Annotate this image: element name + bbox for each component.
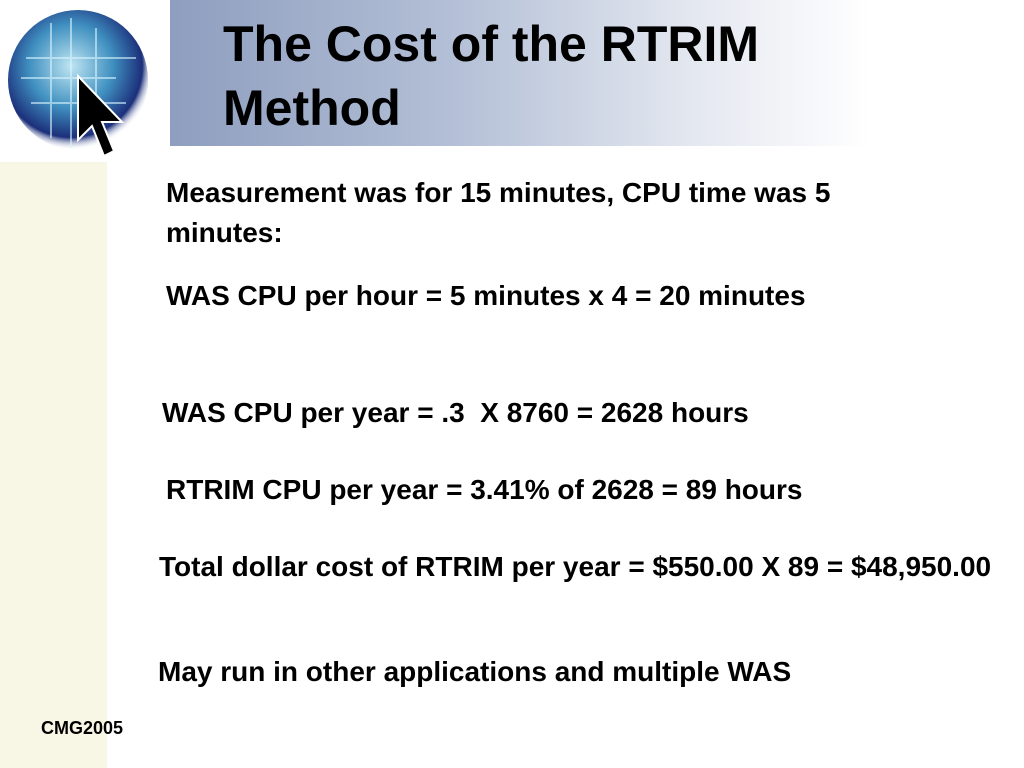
globe-cursor-logo-icon <box>8 10 148 158</box>
bullet-other-apps: May run in other applications and multip… <box>158 656 792 687</box>
bullet-rtrim-cpu: RTRIM CPU per year = 3.41% of 2628 = 89 … <box>166 474 803 505</box>
title-band <box>170 0 870 146</box>
bullet-total-cost: Total dollar cost of RTRIM per year = $5… <box>159 551 992 582</box>
bullet-measurement: Measurement was for 15 minutes, CPU time… <box>166 177 831 248</box>
bullet-cpu-per-hour: WAS CPU per hour = 5 minutes x 4 = 20 mi… <box>166 280 806 311</box>
bullet-cpu-per-year: WAS CPU per year = .3 X 8760 = 2628 hour… <box>162 397 749 428</box>
sidebar-band <box>0 162 107 768</box>
footer-label: CMG2005 <box>41 718 124 738</box>
slide-title: The Cost of the RTRIM Method <box>223 16 760 136</box>
